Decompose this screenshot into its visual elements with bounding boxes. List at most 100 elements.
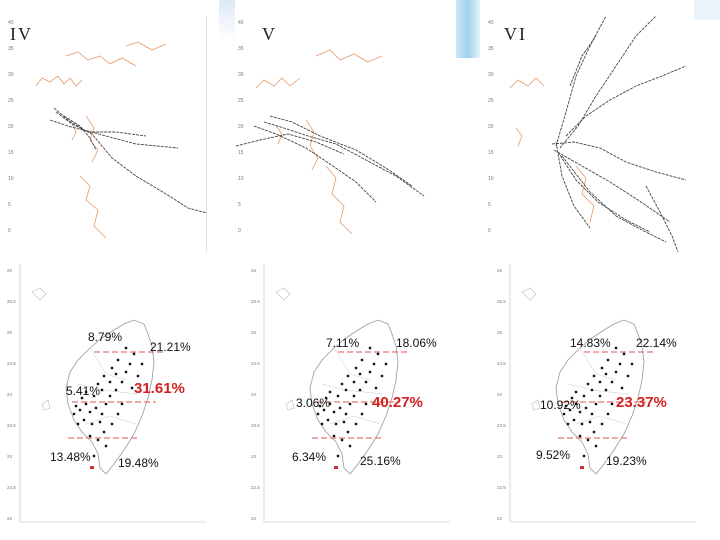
- station-marker: [104, 444, 108, 448]
- station-marker: [590, 388, 594, 392]
- station-marker: [328, 390, 332, 394]
- station-marker: [322, 408, 326, 412]
- lat-tick-label: 26: [7, 268, 13, 273]
- latitude-axis: 40 35 30 25 20 15 10 5 0: [488, 20, 494, 234]
- taiwan-map-3-svg: 26 25.5 25 24.5 24 23.5 23 22.5 22: [496, 264, 696, 526]
- region-pct-s-east: 25.16%: [360, 454, 401, 468]
- panel-label-v: V: [262, 24, 277, 44]
- region-pct-c-west: 3.06%: [296, 396, 331, 410]
- station-marker: [340, 438, 344, 442]
- station-marker-highlight: [334, 466, 338, 469]
- station-marker: [582, 394, 586, 398]
- lat-tick-label: 26: [251, 268, 257, 273]
- station-marker: [336, 454, 340, 458]
- lat-tick-label: 25: [497, 330, 503, 335]
- lat-tick-label: 26: [497, 268, 503, 273]
- station-marker: [360, 412, 364, 416]
- station-marker: [78, 408, 82, 412]
- station-marker: [564, 404, 568, 408]
- lat-tick-label: 25.5: [251, 299, 260, 304]
- lat-tick-label: 5: [488, 202, 491, 208]
- slide-edge-left: [219, 0, 235, 40]
- lat-tick-label: 25: [8, 98, 14, 104]
- station-marker: [572, 418, 576, 422]
- latitude-axis: 40 35 30 25 20 15 10 5 0: [8, 20, 14, 234]
- region-pct-n-west: 8.79%: [88, 330, 123, 344]
- station-marker: [332, 434, 336, 438]
- station-marker: [114, 372, 118, 376]
- region-pct-n-east: 22.14%: [636, 336, 677, 350]
- station-marker: [80, 396, 84, 400]
- station-marker: [354, 422, 358, 426]
- lat-tick-label: 35: [488, 46, 494, 52]
- lat-tick-label: 30: [8, 72, 14, 78]
- station-marker: [88, 410, 92, 414]
- lat-tick-label: 5: [238, 202, 241, 208]
- station-marker: [108, 380, 112, 384]
- station-marker: [110, 366, 114, 370]
- station-marker: [96, 438, 100, 442]
- station-marker: [342, 420, 346, 424]
- station-marker: [96, 382, 100, 386]
- station-marker: [336, 394, 340, 398]
- station-marker: [94, 406, 98, 410]
- typhoon-tracks: [49, 107, 206, 214]
- taiwan-map-1-svg: 26 25.5 25 24.5 24 23.5 23 22.5 22: [6, 264, 206, 526]
- station-marker: [318, 404, 322, 408]
- station-marker: [124, 346, 128, 350]
- region-pct-c-west: 10.92%: [540, 398, 581, 412]
- station-marker: [614, 346, 618, 350]
- slide-edge-right: [694, 0, 720, 20]
- lat-tick-label: 20: [8, 124, 14, 130]
- station-marker: [368, 346, 372, 350]
- station-marker: [344, 412, 348, 416]
- lat-tick-label: 40: [488, 20, 494, 26]
- station-marker-highlight: [90, 466, 94, 469]
- station-marker: [606, 358, 610, 362]
- station-marker: [74, 404, 78, 408]
- station-marker: [76, 422, 80, 426]
- station-marker: [584, 406, 588, 410]
- station-marker: [368, 370, 372, 374]
- station-marker: [104, 402, 108, 406]
- station-marker: [374, 386, 378, 390]
- lat-tick-label: 24: [497, 392, 503, 397]
- coastline: [255, 49, 383, 235]
- station-marker: [620, 386, 624, 390]
- track-map-vi: 40 35 30 25 20 15 10 5 0 VI: [486, 16, 692, 252]
- station-marker: [566, 422, 570, 426]
- station-marker: [604, 388, 608, 392]
- lat-tick-label: 0: [8, 228, 11, 234]
- station-marker: [610, 402, 614, 406]
- station-marker: [578, 434, 582, 438]
- station-marker: [120, 402, 124, 406]
- panel-label-vi: VI: [504, 24, 527, 44]
- station-marker: [136, 374, 140, 378]
- station-marker: [360, 358, 364, 362]
- station-marker: [110, 422, 114, 426]
- station-marker: [594, 444, 598, 448]
- region-pct-c-east: 40.27%: [372, 394, 423, 411]
- lat-tick-label: 23.5: [7, 423, 16, 428]
- lat-tick-label: 15: [488, 150, 494, 156]
- lat-tick-label: 25.5: [7, 299, 16, 304]
- station-marker: [326, 418, 330, 422]
- station-marker: [376, 352, 380, 356]
- station-marker: [606, 412, 610, 416]
- lat-tick-label: 22: [251, 516, 257, 521]
- lat-tick-label: 25: [7, 330, 13, 335]
- lat-tick-label: 22: [7, 516, 13, 521]
- station-marker: [132, 352, 136, 356]
- station-marker: [582, 454, 586, 458]
- lat-tick-label: 0: [488, 228, 491, 234]
- region-pct-n-east: 18.06%: [396, 336, 437, 350]
- taiwan-outline: [555, 319, 645, 475]
- station-marker: [578, 410, 582, 414]
- lat-tick-label: 25.5: [497, 299, 506, 304]
- station-marker: [358, 372, 362, 376]
- station-marker: [352, 394, 356, 398]
- station-marker: [328, 402, 332, 406]
- station-marker: [384, 362, 388, 366]
- lat-tick-label: 30: [238, 72, 244, 78]
- station-marker: [120, 380, 124, 384]
